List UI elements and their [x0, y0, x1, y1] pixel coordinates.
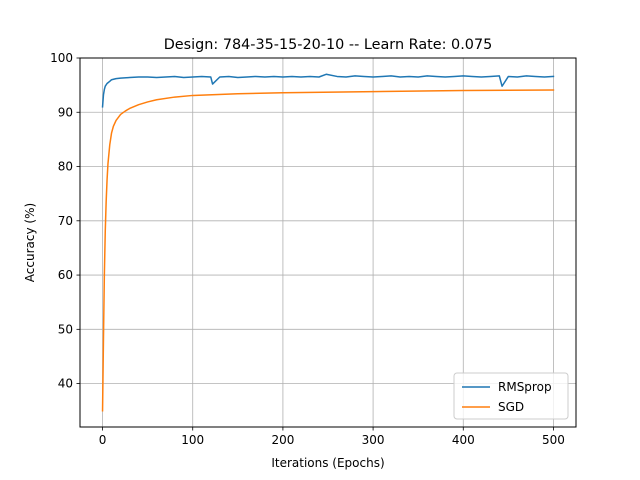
series-layer	[101, 73, 555, 412]
x-tick-label: 200	[271, 433, 294, 447]
legend: RMSprop SGD	[453, 372, 569, 420]
y-tick-label: 80	[58, 160, 73, 174]
grid	[80, 57, 576, 427]
legend-label-rmsprop: RMSprop	[498, 380, 552, 394]
y-tick-label: 90	[58, 105, 73, 119]
y-tick-label: 50	[58, 322, 73, 336]
y-tick-label: 60	[58, 268, 73, 282]
x-axis-label: Iterations (Epochs)	[271, 456, 384, 470]
y-tick-label: 70	[58, 214, 73, 228]
y-axis-label: Accuracy (%)	[23, 203, 37, 282]
x-tick-label: 500	[542, 433, 565, 447]
plot-frame	[79, 57, 577, 428]
y-tick-label: 40	[58, 377, 73, 391]
x-tick-label: 300	[362, 433, 385, 447]
y-tick-label: 100	[50, 51, 73, 65]
series-line-sgd	[101, 89, 555, 412]
legend-label-sgd: SGD	[498, 400, 524, 414]
ticks: 0 100 200 300 400 500 40 50 60 70 80 90 100	[50, 51, 565, 447]
x-tick-label: 0	[99, 433, 107, 447]
chart-title: Design: 784-35-15-20-10 -- Learn Rate: 0…	[164, 37, 493, 53]
x-tick-label: 100	[181, 433, 204, 447]
x-tick-label: 400	[452, 433, 475, 447]
series-line-rmsprop	[101, 73, 555, 108]
